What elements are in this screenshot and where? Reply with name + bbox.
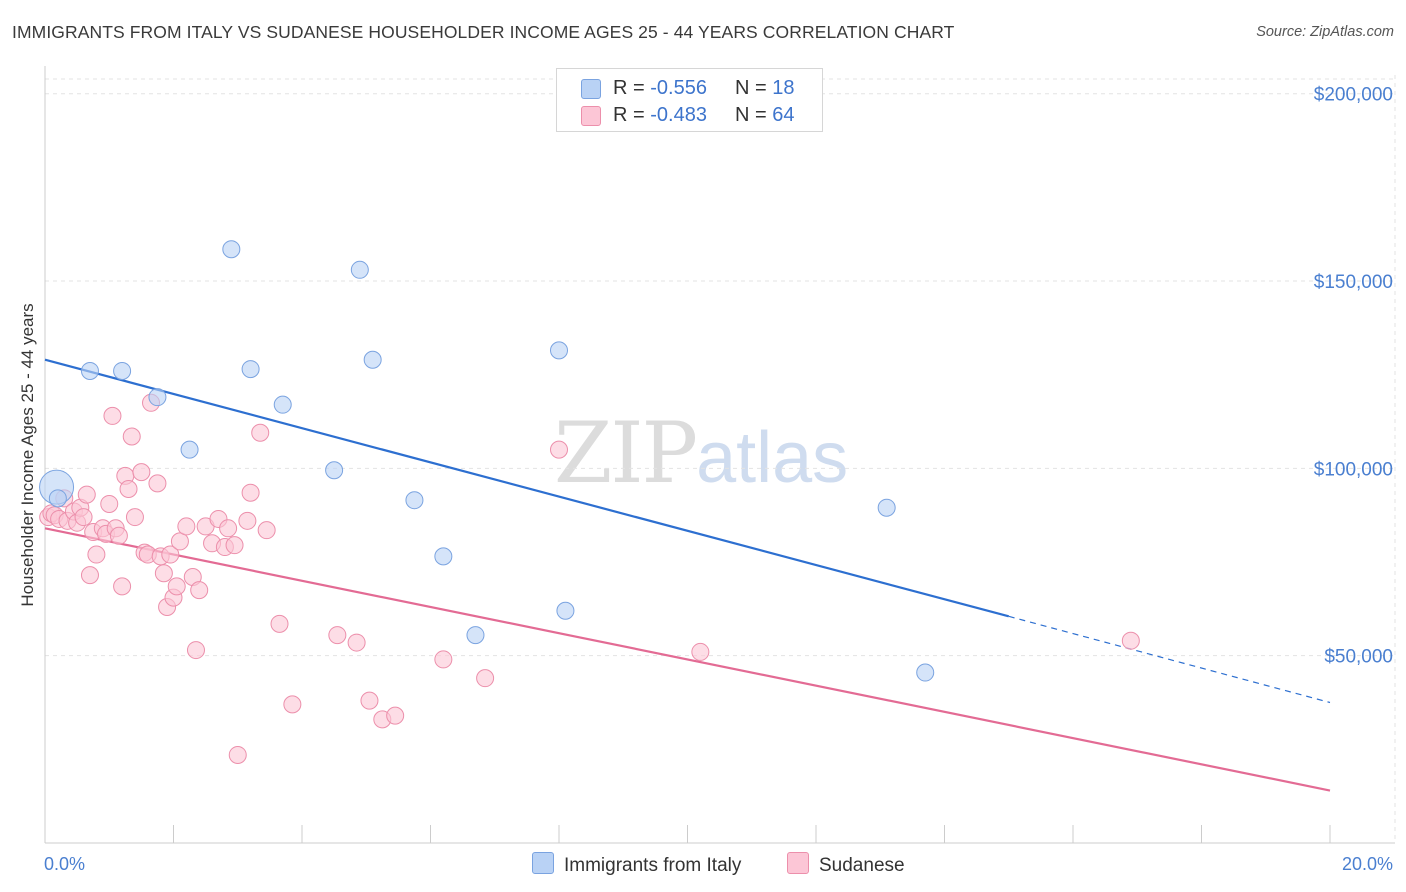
y-tick-label: $50,000	[1324, 647, 1393, 668]
point-sudanese	[270, 614, 289, 633]
point-sudanese	[347, 633, 366, 652]
point-sudanese	[148, 474, 167, 493]
data-points	[39, 240, 1140, 764]
point-sudanese	[225, 536, 244, 555]
x-tick-label-min: 0.0%	[44, 854, 85, 874]
point-sudanese	[170, 532, 189, 551]
watermark-atlas: atlas	[696, 418, 849, 498]
watermark-zip: ZIP	[554, 404, 698, 502]
point-sudanese	[1121, 631, 1140, 650]
point-sudanese	[283, 695, 302, 714]
point-sudanese	[190, 581, 209, 600]
grid-lines	[45, 75, 1396, 843]
point-italy	[180, 440, 199, 459]
point-sudanese	[434, 650, 453, 669]
point-sudanese	[119, 479, 138, 498]
bottom-legend-sudanese[interactable]: Sudanese	[787, 852, 905, 877]
point-sudanese	[87, 545, 106, 564]
watermark: ZIPatlas	[554, 404, 848, 502]
legend-swatch-italy	[581, 79, 601, 99]
point-italy	[363, 350, 382, 369]
point-sudanese	[113, 577, 132, 596]
point-sudanese	[219, 519, 238, 538]
bottom-legend-label-sudanese: Sudanese	[819, 855, 905, 876]
trend-lines	[44, 358, 1331, 792]
point-sudanese	[122, 427, 141, 446]
point-sudanese	[691, 642, 710, 661]
point-sudanese	[177, 517, 196, 536]
point-italy	[241, 360, 260, 379]
trend-line-sudanese	[44, 527, 1331, 792]
point-italy	[916, 663, 935, 682]
chart-title: IMMIGRANTS FROM ITALY VS SUDANESE HOUSEH…	[12, 22, 955, 42]
y-tick-label: $100,000	[1314, 459, 1393, 480]
trend-line-italy	[44, 358, 1010, 618]
point-sudanese	[154, 564, 173, 583]
point-sudanese	[74, 508, 93, 527]
point-italy	[434, 547, 453, 566]
point-sudanese	[167, 577, 186, 596]
point-sudanese	[125, 508, 144, 527]
point-sudanese	[132, 463, 151, 482]
point-sudanese	[103, 406, 122, 425]
bottom-legend-swatch-italy	[532, 852, 554, 874]
point-italy	[550, 341, 568, 360]
point-sudanese	[257, 521, 276, 540]
point-sudanese	[100, 494, 119, 513]
point-sudanese	[476, 669, 495, 688]
point-sudanese	[550, 440, 568, 459]
x-tick-label-max: 20.0%	[1342, 854, 1393, 874]
source-label: Source: ZipAtlas.com	[1256, 24, 1394, 40]
point-sudanese	[360, 691, 379, 710]
point-sudanese	[161, 545, 180, 564]
bottom-legend-label-italy: Immigrants from Italy	[564, 855, 742, 876]
point-sudanese	[80, 566, 99, 585]
point-italy	[80, 361, 99, 380]
point-italy	[48, 489, 67, 508]
y-tick-label: $200,000	[1314, 85, 1393, 106]
point-italy	[405, 491, 424, 510]
correlation-legend: R = -0.556 N = 18 R = -0.483 N = 64	[556, 68, 823, 132]
point-sudanese	[251, 423, 270, 442]
point-italy	[273, 395, 292, 414]
legend-n-italy: N = 18	[735, 77, 795, 99]
point-sudanese	[77, 485, 96, 504]
trend-line-extension	[1008, 615, 1331, 704]
bottom-legend-italy[interactable]: Immigrants from Italy	[532, 852, 741, 877]
legend-n-sudanese: N = 64	[735, 104, 795, 126]
point-italy	[556, 601, 575, 620]
axes	[44, 66, 1395, 844]
bottom-legend-swatch-sudanese	[787, 852, 809, 874]
legend-r-sudanese: R = -0.483	[613, 104, 707, 126]
point-sudanese	[109, 526, 128, 545]
point-italy	[877, 498, 896, 517]
point-italy	[113, 361, 132, 380]
point-italy	[325, 461, 344, 480]
y-tick-label: $150,000	[1314, 272, 1393, 293]
legend-swatch-sudanese	[581, 106, 601, 126]
point-italy	[466, 626, 485, 645]
point-italy	[222, 240, 241, 259]
point-sudanese	[238, 511, 257, 530]
point-sudanese	[386, 706, 405, 725]
point-sudanese	[186, 641, 205, 660]
point-sudanese	[328, 626, 347, 645]
point-italy	[350, 260, 369, 279]
legend-r-italy: R = -0.556	[613, 77, 707, 99]
point-sudanese	[228, 745, 247, 764]
point-italy	[148, 388, 167, 407]
point-sudanese	[241, 483, 260, 502]
tick-labels: $50,000 $100,000 $150,000 $200,000 0.0% 20.0%	[44, 85, 1393, 874]
